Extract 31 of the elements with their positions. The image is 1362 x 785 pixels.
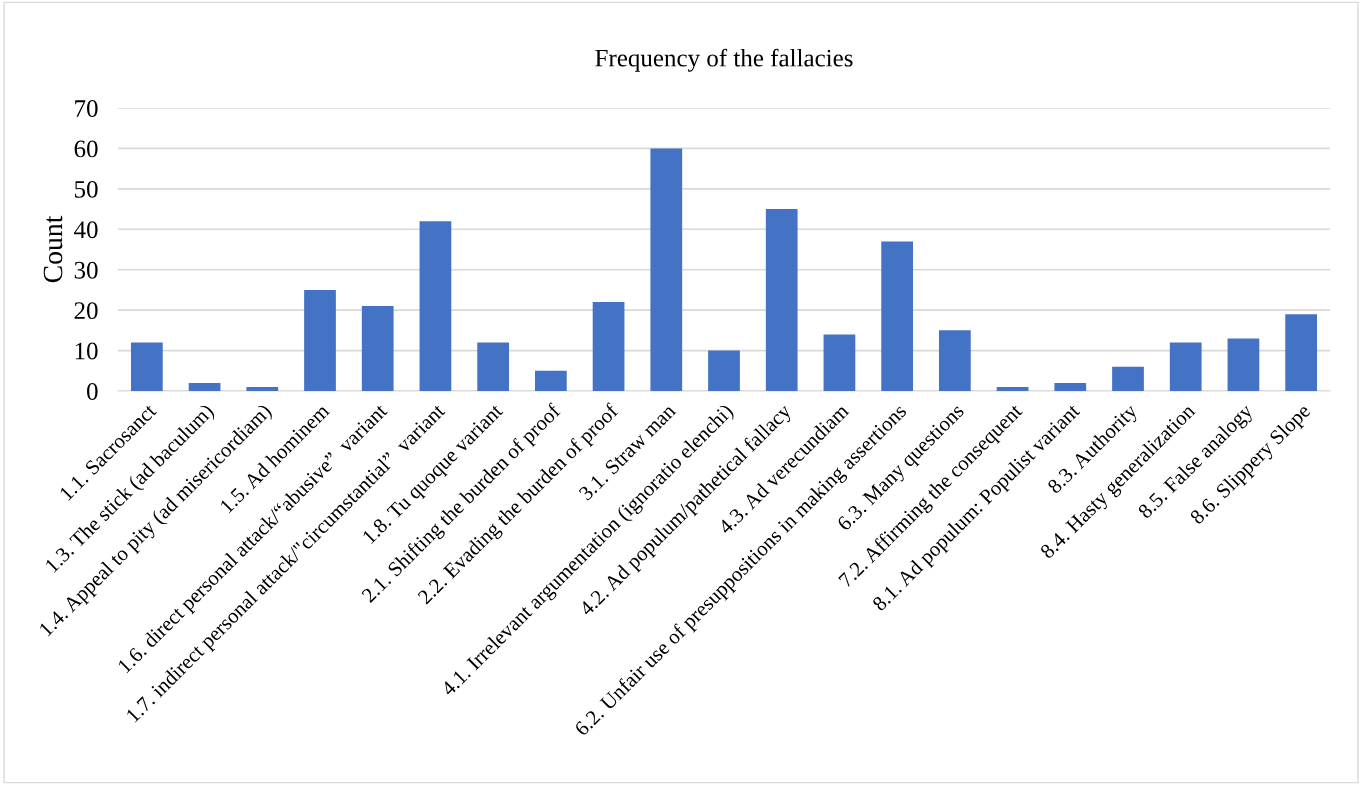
bar	[1227, 338, 1260, 391]
bar	[188, 382, 221, 391]
bar	[823, 334, 856, 391]
bar	[592, 302, 625, 391]
bar	[765, 209, 798, 391]
bar	[1285, 314, 1318, 391]
bar	[361, 306, 394, 391]
y-tick-label: 50	[75, 180, 98, 198]
y-axis-title: Count	[43, 215, 63, 283]
bar	[1169, 342, 1202, 391]
bar	[419, 221, 452, 391]
bar	[1112, 366, 1144, 391]
y-tick-label: 70	[75, 100, 98, 117]
bar	[477, 342, 510, 391]
y-tick-label: 0	[87, 383, 98, 400]
y-tick-label: 60	[74, 140, 98, 158]
bar	[938, 330, 971, 391]
y-tick-label: 40	[74, 221, 98, 239]
bar	[708, 350, 740, 391]
bar	[996, 386, 1029, 391]
y-tick-label: 10	[75, 342, 98, 360]
bar	[881, 241, 914, 391]
y-tick-label: 20	[74, 302, 98, 320]
bar	[130, 342, 163, 391]
chart-title: Frequency of the fallacies	[595, 48, 853, 72]
bar	[1054, 382, 1087, 391]
bar	[246, 386, 279, 391]
y-tick-label: 30	[74, 261, 98, 279]
bar	[304, 289, 336, 391]
bar	[534, 370, 567, 391]
bar	[650, 148, 683, 391]
